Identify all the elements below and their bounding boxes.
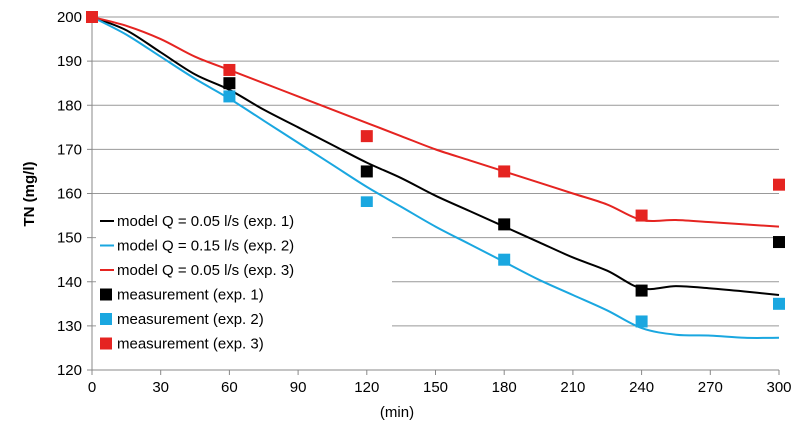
data-point xyxy=(223,77,236,90)
y-tick-label: 130 xyxy=(57,318,82,335)
data-point xyxy=(773,236,785,249)
data-point xyxy=(86,11,98,23)
x-tick-label: 60 xyxy=(221,379,238,396)
x-tick-label: 300 xyxy=(766,379,791,396)
x-tick-label: 120 xyxy=(354,379,379,396)
series-line-3 xyxy=(91,16,780,228)
axes xyxy=(87,16,780,375)
y-tick-label: 150 xyxy=(57,230,82,247)
data-point xyxy=(773,178,785,191)
legend-background xyxy=(96,207,392,362)
x-tick-label: 180 xyxy=(492,379,517,396)
series-markers xyxy=(86,11,785,328)
y-tick-label: 160 xyxy=(57,186,82,203)
y-tick-label: 170 xyxy=(57,141,82,158)
data-point xyxy=(360,196,373,209)
x-axis-title: (min) xyxy=(380,404,414,421)
legend-swatch-marker xyxy=(100,313,112,325)
series-lines xyxy=(91,16,780,339)
y-tick-label: 180 xyxy=(57,97,82,114)
series-line-2 xyxy=(91,16,780,339)
legend-label: model Q = 0.15 l/s (exp. 2) xyxy=(117,238,294,255)
data-point xyxy=(360,130,373,143)
legend-label: measurement (exp. 1) xyxy=(117,287,264,304)
y-tick-label: 120 xyxy=(57,362,82,379)
x-tick-label: 0 xyxy=(88,379,96,396)
x-tick-label: 210 xyxy=(560,379,585,396)
data-point xyxy=(635,284,648,297)
y-tick-label: 140 xyxy=(57,274,82,291)
data-point xyxy=(223,90,236,103)
x-tick-label: 90 xyxy=(290,379,307,396)
data-point xyxy=(773,297,785,310)
y-tick-label: 190 xyxy=(57,53,82,70)
data-point xyxy=(498,165,511,178)
legend-label: measurement (exp. 3) xyxy=(117,336,264,353)
data-point xyxy=(223,63,236,76)
legend-swatch-marker xyxy=(100,288,112,301)
x-tick-label: 240 xyxy=(629,379,654,396)
legend: model Q = 0.05 l/s (exp. 1) model Q = 0.1… xyxy=(96,207,392,362)
x-tick-label: 150 xyxy=(423,379,448,396)
legend-label: measurement (exp. 2) xyxy=(117,311,264,328)
legend-swatch-marker xyxy=(100,337,112,350)
data-point xyxy=(498,253,511,266)
legend-label: model Q = 0.05 l/s (exp. 1) xyxy=(117,213,294,230)
data-point xyxy=(635,315,648,328)
legend-label: model Q = 0.05 l/s (exp. 3) xyxy=(117,262,294,279)
data-point xyxy=(498,218,511,231)
data-point xyxy=(360,165,373,178)
y-axis-title: TN (mg/l) xyxy=(21,162,38,227)
data-point xyxy=(635,209,648,222)
y-tick-label: 200 xyxy=(57,9,82,26)
tick-labels: 120 130 140 150 160 170 180 190 200 0 30 60 90 120 150… xyxy=(57,9,792,396)
x-tick-label: 30 xyxy=(152,379,169,396)
x-tick-label: 270 xyxy=(698,379,723,396)
series-line-1 xyxy=(91,16,780,296)
